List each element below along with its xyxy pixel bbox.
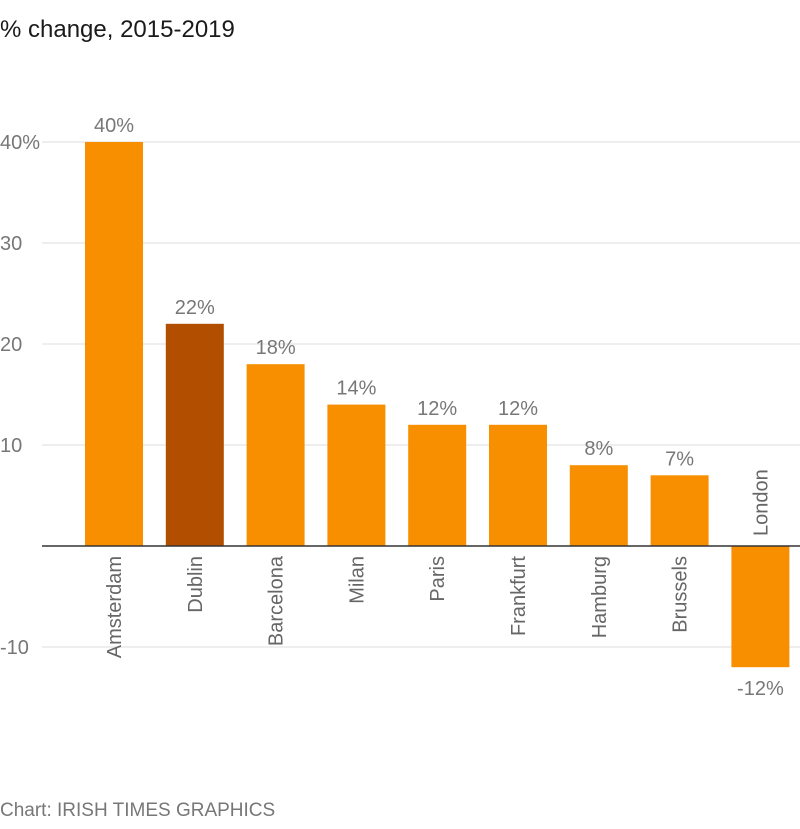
data-label-paris: 12% bbox=[417, 398, 457, 420]
bar-hamburg bbox=[569, 465, 628, 546]
y-axis-ticks: 40% 30 20 10 -10 bbox=[0, 132, 40, 659]
data-label-brussels: 7% bbox=[665, 448, 694, 470]
data-labels: 40% 22% 18% 14% 12% 12% 8% 7% -12% bbox=[94, 115, 784, 700]
bar-amsterdam bbox=[85, 142, 143, 546]
y-tick-label: 10 bbox=[0, 435, 22, 457]
chart-title: % change, 2015-2019 bbox=[0, 16, 235, 43]
bar-london bbox=[731, 546, 790, 668]
bars bbox=[85, 142, 790, 668]
bar-paris bbox=[408, 424, 467, 546]
data-label-barcelona: 18% bbox=[256, 337, 296, 359]
category-label-hamburg: Hamburg bbox=[589, 556, 611, 638]
category-label-amsterdam: Amsterdam bbox=[104, 556, 126, 658]
category-label-milan: Milan bbox=[346, 556, 368, 604]
y-tick-label: 40% bbox=[0, 132, 40, 154]
bar-dublin bbox=[165, 323, 224, 546]
y-tick-label: 20 bbox=[0, 334, 22, 356]
data-label-milan: 14% bbox=[336, 378, 376, 400]
data-label-frankfurt: 12% bbox=[498, 398, 538, 420]
category-label-paris: Paris bbox=[427, 556, 449, 602]
category-label-london: London bbox=[750, 469, 772, 536]
category-label-brussels: Brussels bbox=[670, 556, 692, 633]
y-tick-label: 30 bbox=[0, 233, 22, 255]
category-label-dublin: Dublin bbox=[185, 556, 207, 613]
category-label-frankfurt: Frankfurt bbox=[508, 556, 530, 636]
y-tick-label: -10 bbox=[0, 637, 29, 659]
bar-milan bbox=[327, 404, 386, 546]
data-label-amsterdam: 40% bbox=[94, 115, 134, 137]
bar-barcelona bbox=[246, 364, 305, 546]
data-label-london: -12% bbox=[737, 678, 784, 700]
category-labels: Amsterdam Dublin Barcelona Milan Paris Frankf… bbox=[104, 469, 772, 658]
data-label-dublin: 22% bbox=[175, 297, 215, 319]
chart-credit: Chart: IRISH TIMES GRAPHICS bbox=[0, 800, 276, 821]
data-label-hamburg: 8% bbox=[584, 438, 613, 460]
bar-frankfurt bbox=[489, 424, 547, 546]
bar-brussels bbox=[650, 475, 709, 546]
category-label-barcelona: Barcelona bbox=[266, 555, 288, 646]
